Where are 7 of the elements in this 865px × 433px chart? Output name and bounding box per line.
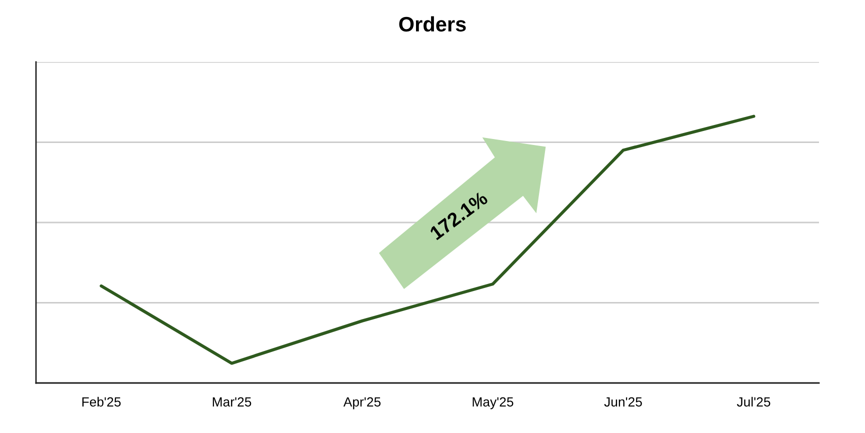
x-tick-label: Apr'25 [343, 397, 381, 410]
x-tick-label: Jul'25 [736, 396, 770, 407]
x-tick-label: Feb'25 [82, 396, 121, 407]
x-tick-label: Jun'25 [604, 397, 642, 407]
chart-title: Orders [399, 16, 466, 32]
x-tick-label: May'25 [472, 397, 514, 410]
x-tick-label: Mar'25 [212, 397, 252, 407]
